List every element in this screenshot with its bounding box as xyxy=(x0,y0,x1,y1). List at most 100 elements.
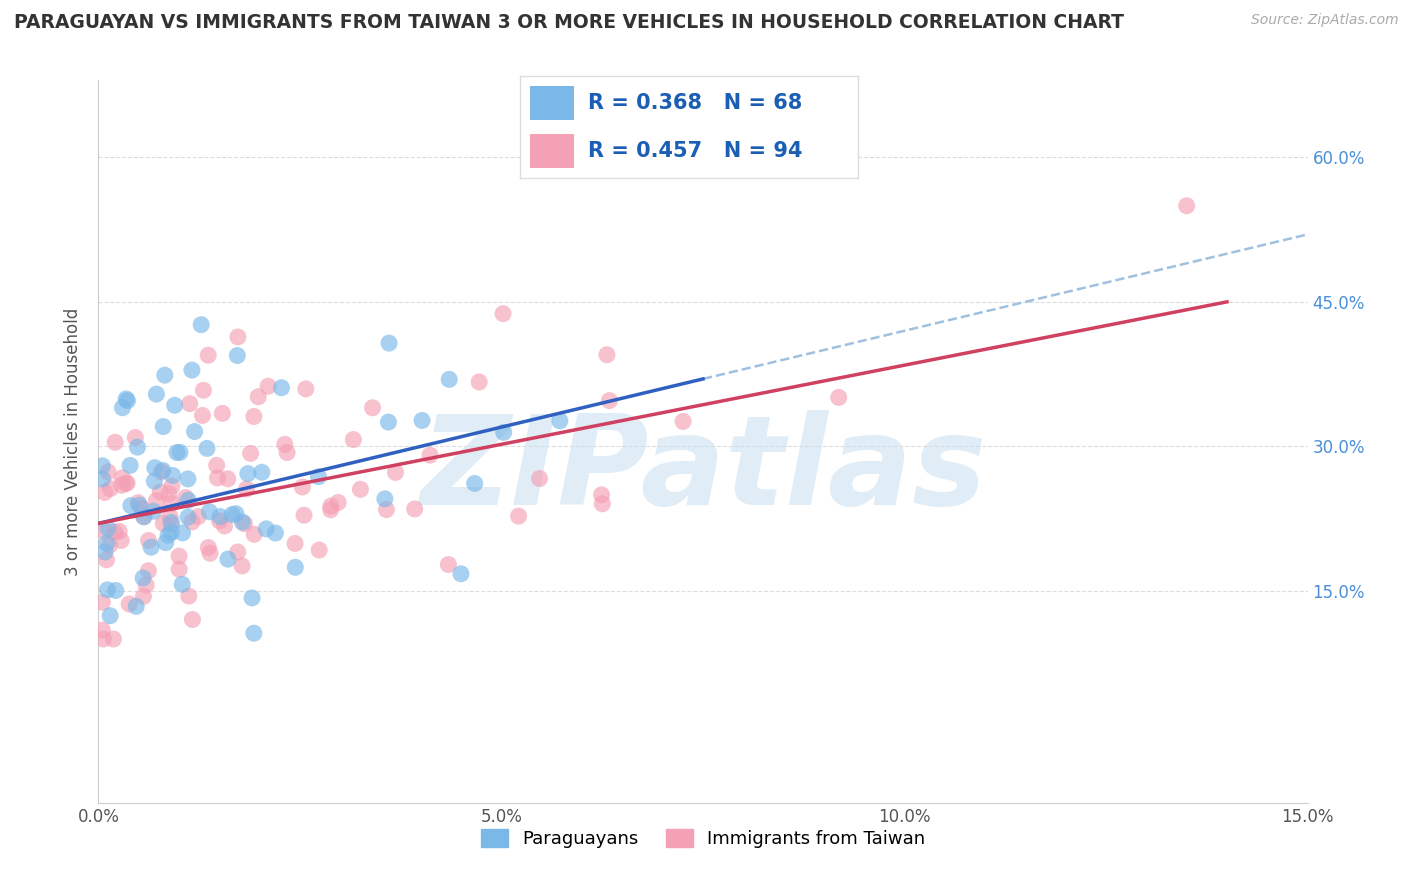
Point xyxy=(143,460,166,475)
Point xyxy=(828,391,851,405)
Point xyxy=(250,465,273,479)
Point xyxy=(231,558,253,573)
Point xyxy=(226,330,249,344)
Point xyxy=(328,495,350,509)
Point xyxy=(111,401,134,415)
Point xyxy=(108,524,131,539)
Point xyxy=(243,626,266,640)
Point xyxy=(591,497,613,511)
Point xyxy=(411,413,433,427)
Point xyxy=(464,476,486,491)
Point xyxy=(181,363,204,377)
Point xyxy=(135,578,157,592)
Point xyxy=(91,458,114,473)
Point xyxy=(292,508,315,523)
Point xyxy=(104,583,127,598)
Point xyxy=(96,582,118,597)
Point xyxy=(221,508,243,522)
Point xyxy=(404,502,426,516)
Point xyxy=(195,442,218,456)
Point xyxy=(91,632,114,646)
Point xyxy=(166,445,188,459)
Point xyxy=(468,375,491,389)
Point xyxy=(205,458,228,473)
Point xyxy=(270,381,292,395)
Point xyxy=(672,414,695,428)
Point xyxy=(181,613,204,627)
Point xyxy=(235,482,257,496)
Point xyxy=(177,493,200,508)
Point xyxy=(198,546,221,560)
Point xyxy=(157,528,180,542)
Point xyxy=(284,536,307,550)
Point xyxy=(152,419,174,434)
Legend: Paraguayans, Immigrants from Taiwan: Paraguayans, Immigrants from Taiwan xyxy=(474,822,932,855)
Point xyxy=(257,379,280,393)
Point xyxy=(162,468,184,483)
Point xyxy=(236,467,259,481)
Bar xyxy=(530,87,574,120)
Point xyxy=(167,549,190,564)
Point xyxy=(139,540,162,554)
Point xyxy=(374,491,396,506)
Point xyxy=(167,562,190,576)
Point xyxy=(247,390,270,404)
Point xyxy=(209,509,232,524)
Point xyxy=(211,406,233,420)
Point xyxy=(319,499,342,513)
Point xyxy=(159,509,181,524)
Point xyxy=(150,465,173,479)
Text: R = 0.368   N = 68: R = 0.368 N = 68 xyxy=(588,93,801,113)
Point xyxy=(177,589,200,603)
Point xyxy=(160,496,183,510)
Point xyxy=(197,348,219,362)
Point xyxy=(96,553,118,567)
Point xyxy=(284,560,307,574)
Point xyxy=(172,577,194,591)
Point xyxy=(226,545,249,559)
Point xyxy=(157,487,180,501)
Point xyxy=(419,448,441,462)
Point xyxy=(197,541,219,555)
Point xyxy=(132,509,155,524)
Point xyxy=(291,480,314,494)
Point xyxy=(115,476,138,491)
Point xyxy=(160,517,183,532)
Point xyxy=(239,446,262,460)
Point xyxy=(103,632,125,646)
Text: R = 0.457   N = 94: R = 0.457 N = 94 xyxy=(588,141,803,161)
Point xyxy=(207,471,229,485)
Point xyxy=(117,393,139,408)
Point xyxy=(375,502,398,516)
Point xyxy=(492,307,515,321)
Point xyxy=(217,472,239,486)
Point xyxy=(181,515,204,529)
Point xyxy=(226,349,249,363)
Point xyxy=(492,425,515,440)
Point xyxy=(98,608,121,623)
Point xyxy=(191,409,214,423)
Point xyxy=(264,526,287,541)
Point xyxy=(143,474,166,488)
Point xyxy=(508,509,530,524)
Point xyxy=(548,414,571,428)
Point xyxy=(183,425,205,439)
Point xyxy=(319,503,342,517)
Point xyxy=(160,525,183,540)
Point xyxy=(115,475,138,490)
Point xyxy=(384,466,406,480)
Point xyxy=(120,458,142,473)
Point xyxy=(115,392,138,406)
Point xyxy=(231,515,253,529)
Point xyxy=(172,525,194,540)
Point xyxy=(124,431,146,445)
Point xyxy=(91,595,114,609)
Point xyxy=(439,372,461,386)
Point xyxy=(254,522,277,536)
Point xyxy=(104,525,127,540)
Point xyxy=(163,398,186,412)
Point xyxy=(111,471,134,485)
Point xyxy=(198,505,221,519)
Point xyxy=(93,485,115,500)
Point xyxy=(96,536,118,550)
